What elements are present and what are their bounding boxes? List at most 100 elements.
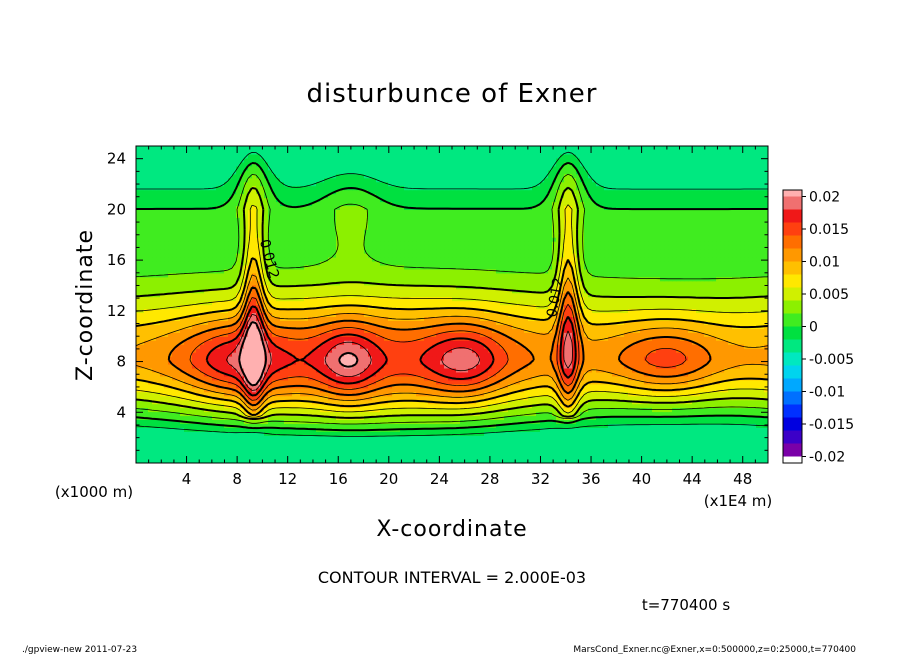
heat-cell	[224, 359, 229, 365]
heat-cell	[736, 451, 741, 456]
heat-cell	[256, 356, 261, 361]
heat-cell	[156, 391, 161, 397]
heat-cell	[260, 348, 265, 353]
heat-cell	[620, 451, 625, 456]
heat-cell	[648, 459, 653, 463]
heat-cell	[708, 363, 713, 369]
heat-cell	[432, 439, 437, 444]
heat-cell	[200, 451, 205, 456]
heat-cell	[608, 371, 613, 377]
heat-cell	[500, 435, 505, 440]
heat-cell	[476, 439, 481, 444]
heat-cell	[760, 399, 765, 405]
heat-cell	[156, 439, 161, 444]
heat-cell	[592, 356, 597, 361]
heat-cell	[184, 439, 189, 444]
heat-cell	[668, 371, 673, 377]
heat-cell	[456, 371, 461, 377]
heat-cell	[392, 359, 397, 365]
heat-cell	[556, 447, 561, 452]
heat-cell	[212, 391, 217, 397]
heat-cell	[756, 411, 761, 417]
heat-cell	[580, 399, 585, 405]
heat-cell	[248, 427, 253, 432]
heat-cell	[208, 447, 213, 452]
heat-cell	[392, 395, 397, 401]
heat-cell	[632, 411, 637, 417]
heat-cell	[296, 340, 301, 345]
heat-cell	[580, 459, 585, 463]
heat-cell	[228, 443, 233, 448]
heat-cell	[584, 439, 589, 444]
heat-cell	[352, 348, 357, 353]
heat-cell	[596, 352, 601, 357]
heat-cell	[652, 383, 657, 389]
heat-cell	[448, 411, 453, 417]
heat-cell	[208, 371, 213, 377]
heat-cell	[332, 451, 337, 456]
heat-cell	[508, 431, 513, 436]
heat-cell	[672, 439, 677, 444]
heat-cell	[496, 443, 501, 448]
heat-cell	[736, 403, 741, 409]
heat-cell	[344, 379, 349, 385]
heat-cell	[764, 443, 768, 448]
heat-cell	[472, 375, 477, 381]
heat-cell	[156, 367, 161, 373]
heat-cell	[400, 352, 405, 357]
heat-cell	[672, 427, 677, 432]
heat-cell	[396, 459, 401, 463]
heat-cell	[592, 447, 597, 452]
heat-cell	[292, 340, 297, 345]
heat-cell	[512, 348, 517, 353]
heat-cell	[524, 459, 529, 463]
heat-cell	[320, 395, 325, 401]
heat-cell	[284, 336, 289, 341]
heat-cell	[632, 387, 637, 393]
heat-cell	[600, 443, 605, 448]
heat-cell	[272, 367, 277, 373]
heat-cell	[156, 340, 161, 345]
heat-cell	[184, 367, 189, 373]
heat-cell	[324, 411, 329, 417]
heat-cell	[464, 451, 469, 456]
heat-cell	[456, 348, 461, 353]
heat-cell	[668, 356, 673, 361]
heat-cell	[260, 367, 265, 373]
heat-cell	[184, 415, 189, 421]
heat-cell	[456, 447, 461, 452]
heat-cell	[756, 427, 761, 432]
heat-cell	[592, 411, 597, 417]
heat-cell	[328, 447, 333, 452]
heat-cell	[688, 423, 693, 428]
heat-cell	[348, 447, 353, 452]
heat-cell	[356, 348, 361, 353]
heat-cell	[640, 459, 645, 463]
heat-cell	[316, 447, 321, 452]
heat-cell	[736, 371, 741, 377]
heat-cell	[148, 435, 153, 440]
heat-cell	[516, 443, 521, 448]
heat-cell	[744, 379, 749, 385]
heat-cell	[560, 443, 565, 448]
heat-cell	[264, 363, 269, 369]
heat-cell	[164, 367, 169, 373]
heat-cell	[496, 359, 501, 365]
heat-cell	[676, 371, 681, 377]
heat-cell	[508, 344, 513, 349]
heat-cell	[360, 419, 365, 424]
heat-cell	[740, 411, 745, 417]
heat-cell	[708, 399, 713, 405]
heat-cell	[472, 443, 477, 448]
heat-cell	[392, 419, 397, 424]
heat-cell	[412, 363, 417, 369]
heat-cell	[748, 387, 753, 393]
heat-cell	[540, 459, 545, 463]
heat-cell	[304, 371, 309, 377]
heat-cell	[500, 340, 505, 345]
heat-cell	[300, 415, 305, 421]
heat-cell	[328, 399, 333, 405]
heat-cell	[492, 451, 497, 456]
heat-cell	[316, 431, 321, 436]
heat-cell	[648, 451, 653, 456]
